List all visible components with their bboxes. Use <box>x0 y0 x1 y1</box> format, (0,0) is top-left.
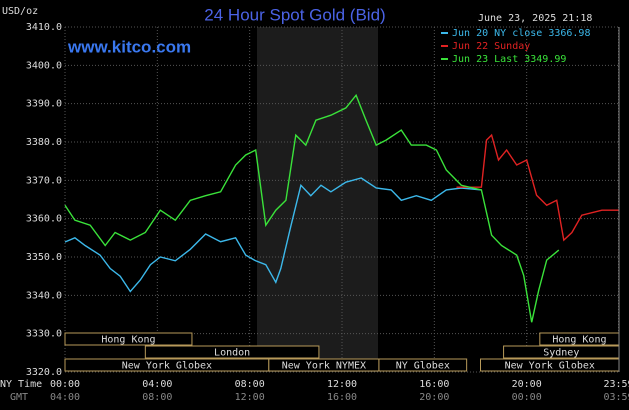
y-tick-label: 3380.0 <box>26 137 62 148</box>
x-tick-label: 08:00 <box>235 379 265 390</box>
y-tick-label: 3390.0 <box>26 99 62 110</box>
x2-label: GMT <box>10 392 28 403</box>
y-label: USD/oz <box>2 6 38 17</box>
session-label: Hong Kong <box>101 335 155 346</box>
session-label: Sydney <box>543 348 579 359</box>
y-tick-label: 3400.0 <box>26 60 62 71</box>
x-tick-label: 04:00 <box>142 379 172 390</box>
nymex-shade <box>257 27 378 372</box>
series-line <box>64 177 482 293</box>
series-line <box>456 133 619 242</box>
session-label: New York Globex <box>505 361 595 372</box>
x-label: NY Time <box>0 379 42 390</box>
x2-tick-label: 00:00 <box>512 392 542 403</box>
x2-tick-label: 20:00 <box>419 392 449 403</box>
y-tick-label: 3350.0 <box>26 252 62 263</box>
x2-tick-label: 03:59 <box>603 392 629 403</box>
session-label: New York NYMEX <box>282 361 366 372</box>
source: www.kitco.com <box>67 37 191 56</box>
x-tick-label: 20:00 <box>512 379 542 390</box>
x2-tick-label: 16:00 <box>327 392 357 403</box>
y-tick-label: 3320.0 <box>26 367 62 378</box>
y-tick-label: 3370.0 <box>26 175 62 186</box>
x2-tick-label: 08:00 <box>142 392 172 403</box>
session-label: NY Globex <box>396 361 450 372</box>
lines <box>64 93 619 323</box>
legend: Jun 20 NY close 3366.98 Jun 22 Sunday Jun … <box>441 28 590 65</box>
y-tick-label: 3410.0 <box>26 22 62 33</box>
legend-label: Jun 22 Sunday <box>452 41 530 52</box>
session-label: New York Globex <box>122 361 212 372</box>
sessions: Hong Kong Hong Kong London Sydney New York G… <box>64 332 620 372</box>
x-tick-label: 16:00 <box>419 379 449 390</box>
x2-tick-label: 04:00 <box>50 392 80 403</box>
legend-label: Jun 23 Last 3349.99 <box>452 54 566 65</box>
y-tick-label: 3340.0 <box>26 290 62 301</box>
session-bar <box>378 358 468 372</box>
chart-title: 24 Hour Spot Gold (Bid) <box>204 5 385 24</box>
session-label: Hong Kong <box>552 335 606 346</box>
session-bar <box>64 332 193 346</box>
x-tick-label: 23:59 <box>603 379 629 390</box>
y-tick-label: 3330.0 <box>26 329 62 340</box>
session-label: London <box>214 348 250 359</box>
series-line <box>64 93 560 323</box>
y-tick-label: 3360.0 <box>26 214 62 225</box>
session-bar <box>144 345 320 359</box>
x-tick-label: 12:00 <box>327 379 357 390</box>
x2-tick-label: 12:00 <box>235 392 265 403</box>
legend-label: Jun 20 NY close 3366.98 <box>452 28 590 39</box>
x-tick-label: 00:00 <box>50 379 80 390</box>
timestamp: June 23, 2025 21:18 <box>478 13 592 24</box>
